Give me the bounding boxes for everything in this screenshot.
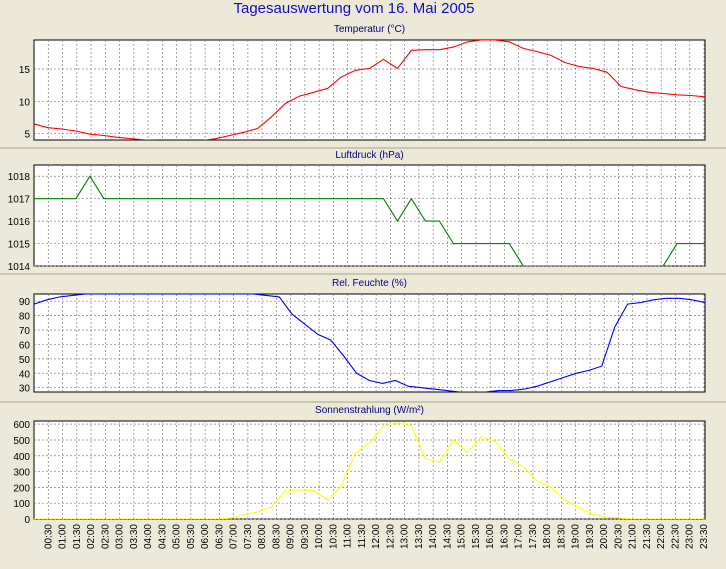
y-tick-label: 200 xyxy=(13,483,30,494)
panel-title: Luftdruck (hPa) xyxy=(335,150,403,161)
x-tick-label: 20:00 xyxy=(599,524,610,549)
x-tick-label: 12:30 xyxy=(385,524,396,549)
x-tick-label: 18:30 xyxy=(556,524,567,549)
chart-panel-1: 1014 1015 1016 1017 1018 Luftdruck (hPa) xyxy=(8,150,706,273)
chart-panel-0: 5 10 15 Temperatur (°C) xyxy=(19,24,706,141)
panel-title: Rel. Feuchte (%) xyxy=(332,278,407,289)
x-tick-label: 19:30 xyxy=(585,524,596,549)
x-tick-label: 13:00 xyxy=(400,524,411,549)
y-tick-label: 15 xyxy=(19,65,31,76)
x-tick-label: 00:30 xyxy=(43,524,54,549)
x-tick-label: 04:30 xyxy=(157,524,168,549)
plot-area xyxy=(33,39,706,141)
y-tick-label: 600 xyxy=(13,420,30,431)
x-tick-label: 06:00 xyxy=(200,524,211,549)
plot-area xyxy=(33,164,706,267)
panel-title: Temperatur (°C) xyxy=(334,24,405,35)
x-tick-label: 01:30 xyxy=(72,524,83,549)
y-tick-label: 30 xyxy=(19,384,31,395)
y-tick-label: 300 xyxy=(13,468,30,479)
chart-panel-2: 30 40 50 60 70 80 90 Rel. Feuchte (%) xyxy=(19,278,706,395)
y-tick-label: 70 xyxy=(19,326,31,337)
y-tick-label: 100 xyxy=(13,499,30,510)
x-tick-label: 02:30 xyxy=(100,524,111,549)
y-tick-label: 1015 xyxy=(8,240,31,251)
x-tick-label: 05:00 xyxy=(172,524,183,549)
x-tick-label: 08:00 xyxy=(257,524,268,549)
y-tick-label: 80 xyxy=(19,312,31,323)
series-line xyxy=(34,175,705,266)
x-tick-label: 15:30 xyxy=(471,524,482,549)
x-tick-label: 22:00 xyxy=(656,524,667,549)
series-line xyxy=(34,40,705,140)
x-tick-label: 19:00 xyxy=(571,524,582,549)
y-tick-label: 90 xyxy=(19,297,31,308)
x-tick-label: 15:00 xyxy=(457,524,468,549)
x-tick-label: 23:00 xyxy=(685,524,696,549)
x-tick-label: 12:00 xyxy=(371,524,382,549)
y-tick-label: 60 xyxy=(19,340,31,351)
y-tick-label: 0 xyxy=(24,515,30,526)
x-tick-label: 16:00 xyxy=(485,524,496,549)
y-tick-label: 10 xyxy=(19,97,31,108)
x-tick-label: 13:30 xyxy=(414,524,425,549)
panel-title: Sonnenstrahlung (W/m²) xyxy=(315,405,424,416)
x-tick-label: 01:00 xyxy=(58,524,69,549)
x-tick-label: 06:30 xyxy=(214,524,225,549)
y-tick-label: 400 xyxy=(13,452,30,463)
x-tick-label: 22:30 xyxy=(670,524,681,549)
x-tick-label: 14:30 xyxy=(442,524,453,549)
x-tick-label: 09:30 xyxy=(300,524,311,549)
x-axis: 00:30 01:00 01:30 02:00 02:30 03:00 03:30 04:00… xyxy=(43,524,710,549)
x-tick-label: 03:00 xyxy=(115,524,126,549)
x-tick-label: 21:30 xyxy=(642,524,653,549)
plot-area xyxy=(33,420,706,520)
x-tick-label: 07:00 xyxy=(229,524,240,549)
series-line xyxy=(34,422,705,519)
x-tick-label: 14:00 xyxy=(428,524,439,549)
y-tick-label: 50 xyxy=(19,355,31,366)
y-tick-label: 5 xyxy=(24,130,30,141)
x-tick-label: 07:30 xyxy=(243,524,254,549)
x-tick-label: 04:00 xyxy=(143,524,154,549)
y-tick-label: 500 xyxy=(13,436,30,447)
y-tick-label: 1018 xyxy=(8,172,31,183)
x-tick-label: 20:30 xyxy=(613,524,624,549)
x-tick-label: 10:30 xyxy=(328,524,339,549)
x-tick-label: 08:30 xyxy=(271,524,282,549)
x-tick-label: 03:30 xyxy=(129,524,140,549)
x-tick-label: 23:30 xyxy=(699,524,710,549)
x-tick-label: 17:30 xyxy=(528,524,539,549)
y-tick-label: 1014 xyxy=(8,262,31,273)
x-tick-label: 17:00 xyxy=(514,524,525,549)
x-tick-label: 16:30 xyxy=(499,524,510,549)
chart-panel-3: 0 100 200 300 400 500 600 Sonnenstrahlung (W/m²… xyxy=(13,405,706,526)
y-tick-label: 1017 xyxy=(8,195,31,206)
y-tick-label: 40 xyxy=(19,369,31,380)
plot-area xyxy=(33,293,706,393)
x-tick-label: 18:00 xyxy=(542,524,553,549)
y-tick-label: 1016 xyxy=(8,217,31,228)
x-tick-label: 11:00 xyxy=(343,524,354,549)
x-tick-label: 02:00 xyxy=(86,524,97,549)
x-tick-label: 05:30 xyxy=(186,524,197,549)
x-tick-label: 11:30 xyxy=(357,524,368,549)
x-tick-label: 10:00 xyxy=(314,524,325,549)
x-tick-label: 21:00 xyxy=(628,524,639,549)
page-title: Tagesauswertung vom 16. Mai 2005 xyxy=(234,0,475,17)
x-tick-label: 09:00 xyxy=(286,524,297,549)
series-line xyxy=(34,294,705,392)
